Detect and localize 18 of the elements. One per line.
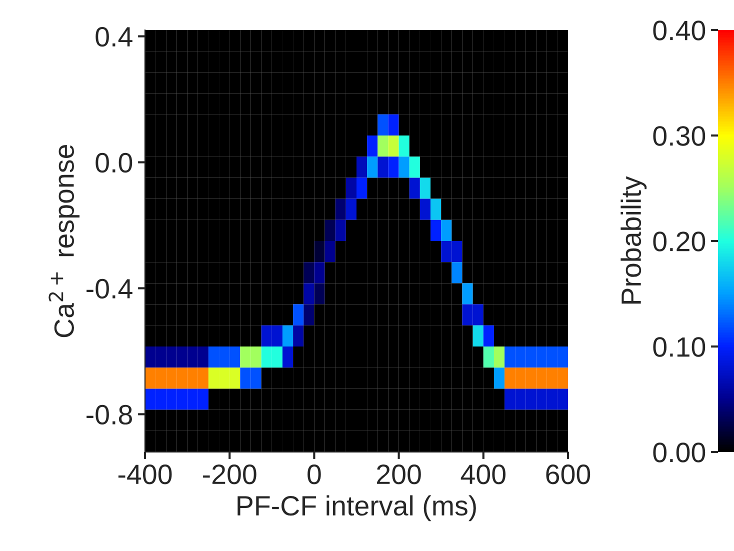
x-tick-label: 200 <box>377 464 421 484</box>
x-tick-label: -400 <box>118 464 172 484</box>
x-axis-title: PF-CF interval (ms) <box>238 495 476 522</box>
y-axis-title: Ca$^{2+}$ response <box>48 144 80 338</box>
color-bar-label: 0.40 <box>653 20 706 40</box>
x-tick-label: 600 <box>546 464 590 484</box>
color-bar-label: 0.10 <box>653 337 706 357</box>
x-tick-label: 0 <box>308 464 321 484</box>
color-bar-label: 0.20 <box>653 232 706 252</box>
color-bar-label: 0.30 <box>653 126 706 146</box>
color-bar-label: 0.00 <box>653 442 706 462</box>
y-tick-label: 0.0 <box>96 152 132 173</box>
x-tick-label: 400 <box>460 464 506 484</box>
y-tick-label: -0.8 <box>86 404 132 425</box>
y-tick-label: 0.4 <box>96 26 132 47</box>
x-tick-label: -200 <box>203 464 256 484</box>
color-bar-title: Probability <box>620 176 647 304</box>
y-tick-label: -0.4 <box>86 278 132 299</box>
